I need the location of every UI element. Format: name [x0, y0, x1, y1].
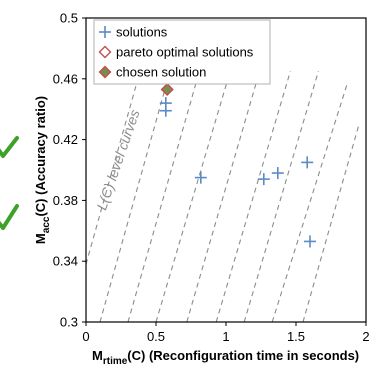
- data-point: [301, 156, 314, 169]
- level-curve-line: [85, 74, 140, 265]
- x-tick-label: 1.5: [287, 329, 305, 344]
- level-curve-line: [155, 71, 231, 323]
- y-tick-label: 0.3: [60, 315, 78, 330]
- y-tick-label: 0.38: [53, 193, 78, 208]
- legend-box: [93, 19, 271, 85]
- checkmark-icon: [0, 204, 19, 230]
- checkmark-icon: [0, 136, 19, 158]
- y-tick-label: 0.42: [53, 132, 78, 147]
- y-tick-label: 0.46: [53, 71, 78, 86]
- level-curve-line: [271, 81, 349, 323]
- level-curve-line: [302, 124, 360, 323]
- legend-label: pareto optimal solutions: [116, 45, 254, 60]
- level-curve-line: [127, 71, 200, 323]
- legend-marker: [98, 45, 112, 59]
- x-tick-label: 0.5: [147, 329, 165, 344]
- data-point: [159, 97, 172, 110]
- y-axis-title: Macc(C) (Accuracy ratio): [33, 96, 52, 244]
- x-tick-label: 2: [362, 329, 369, 344]
- legend: solutions pareto optimal solutions chosen …: [93, 19, 271, 85]
- legend-marker: [98, 65, 112, 79]
- data-point: [194, 171, 207, 184]
- level-curve-line: [186, 71, 261, 323]
- data-point: [271, 167, 284, 180]
- x-axis-ticks: 0 0.5 1 1.5 2: [82, 322, 370, 344]
- legend-marker: [99, 26, 111, 38]
- data-points: [159, 82, 316, 248]
- x-tick-label: 0: [82, 329, 89, 344]
- y-axis-ticks: 0.3 0.34 0.38 0.42 0.46 0.5: [53, 11, 86, 330]
- level-curve-line: [215, 71, 291, 323]
- level-curve-line: [243, 71, 319, 323]
- data-point: [160, 82, 174, 96]
- data-point: [304, 235, 316, 248]
- x-tick-label: 1: [222, 329, 229, 344]
- data-point: [257, 173, 270, 186]
- level-curves: [85, 71, 360, 323]
- legend-label: solutions: [116, 25, 168, 40]
- y-tick-label: 0.34: [53, 254, 78, 269]
- level-curve-line: [99, 71, 171, 323]
- x-axis-title: Mrtime(C) (Reconfiguration time in secon…: [92, 348, 359, 367]
- legend-label: chosen solution: [116, 65, 206, 80]
- y-tick-label: 0.5: [60, 11, 78, 26]
